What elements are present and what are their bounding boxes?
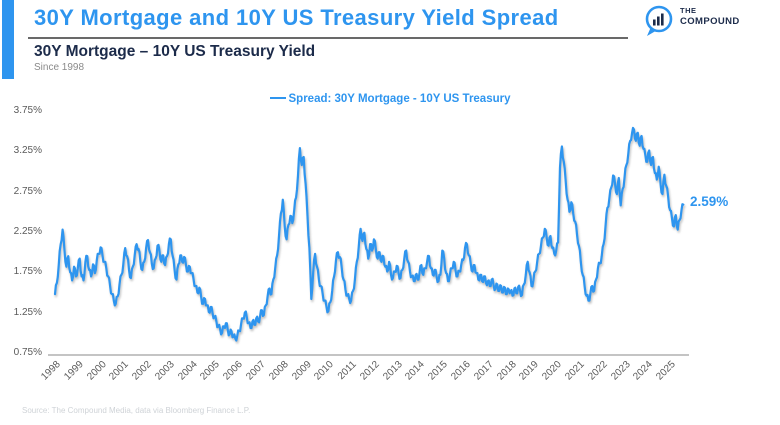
page-title: 30Y Mortgage and 10Y US Treasury Yield S… bbox=[34, 5, 559, 30]
y-tick-label: 1.25% bbox=[13, 306, 42, 318]
compound-logo-icon bbox=[645, 5, 673, 36]
compound-logo: THE COMPOUND bbox=[642, 4, 772, 38]
header-divider bbox=[28, 37, 628, 39]
y-tick-label: 1.75% bbox=[13, 266, 42, 278]
y-tick-label: 3.25% bbox=[13, 145, 42, 157]
logo-text-compound: COMPOUND bbox=[680, 15, 740, 27]
spread-line-series bbox=[53, 126, 685, 342]
legend-line-marker bbox=[269, 96, 286, 99]
y-tick-label: 3.75% bbox=[13, 104, 42, 116]
accent-stripe bbox=[2, 0, 14, 79]
y-tick-label: 2.75% bbox=[13, 185, 42, 197]
chart-subtitle: Since 1998 bbox=[34, 62, 85, 73]
y-tick-label: 2.25% bbox=[13, 225, 42, 237]
chart-title: 30Y Mortgage – 10Y US Treasury Yield bbox=[34, 43, 316, 60]
legend-label: Spread: 30Y Mortgage - 10Y US Treasury bbox=[288, 93, 511, 105]
y-tick-label: 0.75% bbox=[13, 347, 42, 358]
source-note: Source: The Compound Media, data via Blo… bbox=[22, 406, 251, 415]
compound-logo-text: THE COMPOUND bbox=[680, 7, 740, 26]
legend: Spread: 30Y Mortgage - 10Y US Treasury bbox=[0, 93, 780, 105]
x-axis-line bbox=[48, 354, 689, 356]
last-value-annotation: 2.59% bbox=[690, 194, 729, 209]
logo-text-the: THE bbox=[680, 6, 697, 15]
